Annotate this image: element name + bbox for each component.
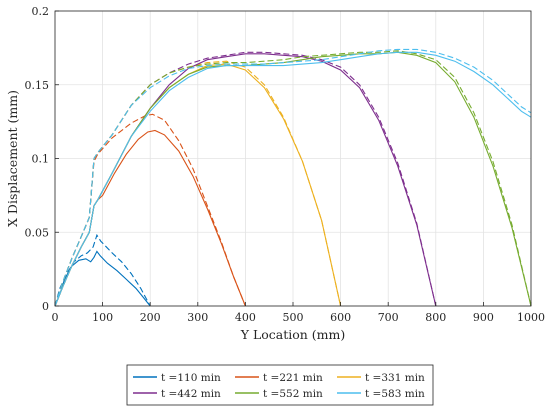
legend-label: t =583 min (365, 388, 425, 400)
x-tick-label: 900 (473, 311, 494, 324)
x-tick-label: 200 (140, 311, 161, 324)
x-tick-label: 0 (52, 311, 59, 324)
y-tick-label: 0.15 (25, 79, 50, 92)
y-axis-label: X Displacement (mm) (5, 90, 20, 227)
x-tick-label: 100 (92, 311, 113, 324)
x-tick-label: 600 (330, 311, 351, 324)
plot-curves (54, 48, 532, 307)
legend-label: t =442 min (161, 388, 221, 400)
series-dashed-line (54, 48, 532, 307)
y-tick-label: 0.1 (32, 153, 50, 166)
x-tick-label: 700 (378, 311, 399, 324)
axis-ticks: 0 100 200 300 400 500 600 700 800 900 1000 0 0.05 0.1… (25, 5, 546, 324)
legend-label: t =110 min (161, 372, 221, 384)
x-axis-label: Y Location (mm) (240, 327, 346, 342)
x-tick-label: 1000 (517, 311, 545, 324)
series-solid-line (54, 51, 532, 307)
x-tick-label: 500 (283, 311, 304, 324)
legend-box (126, 364, 434, 406)
y-tick-label: 0.2 (32, 5, 50, 18)
x-tick-label: 300 (187, 311, 208, 324)
y-tick-label: 0.05 (25, 226, 50, 239)
x-tick-label: 400 (235, 311, 256, 324)
series-dashed-line (54, 233, 151, 307)
legend-label: t =331 min (365, 372, 425, 384)
x-tick-label: 800 (425, 311, 446, 324)
y-tick-label: 0 (42, 300, 49, 313)
series-solid-line (54, 250, 151, 307)
legend-label: t =552 min (263, 388, 323, 400)
legend: t =110 min t =221 min t =331 min t =442 min… (126, 364, 434, 406)
legend-label: t =221 min (263, 372, 323, 384)
series-dashed-line (54, 113, 246, 307)
